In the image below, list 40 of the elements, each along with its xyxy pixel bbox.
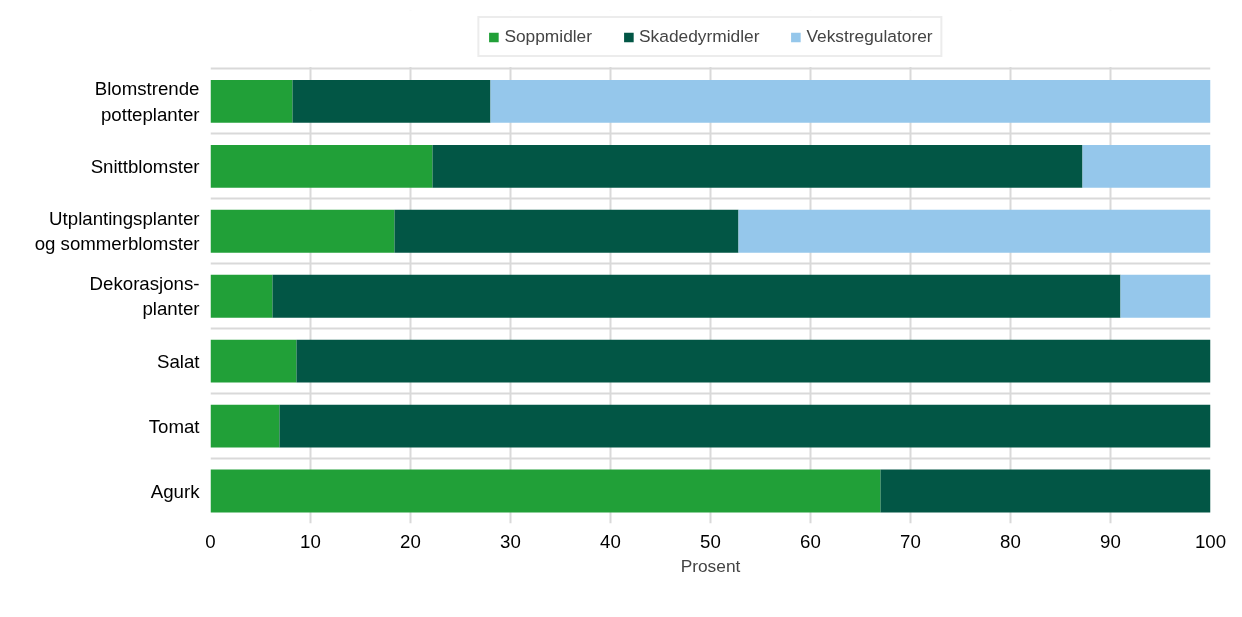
x-tick-label: 90 (1100, 530, 1121, 552)
legend-label: Soppmidler (504, 26, 593, 47)
bar (738, 209, 1211, 253)
bar (296, 339, 1211, 383)
bar (210, 79, 293, 123)
bar (279, 404, 1211, 448)
bar (432, 144, 1083, 188)
y-tick-label: Dekorasjons- planter (89, 273, 200, 320)
x-tick-label: 30 (500, 530, 521, 552)
legend-label: Vekstregulatorer (806, 26, 933, 47)
x-tick-label: 50 (700, 530, 721, 552)
bar (210, 144, 433, 188)
bar (1120, 274, 1211, 318)
bar (210, 469, 881, 513)
y-tick-label: Agurk (150, 480, 201, 502)
bar (210, 274, 273, 318)
bar (272, 274, 1121, 318)
x-tick-label: 40 (600, 530, 621, 552)
bar (490, 79, 1211, 123)
y-tick-label: Snittblomster (90, 155, 200, 177)
x-tick-label: 100 (1194, 530, 1227, 552)
y-tick-label: Utplantingsplanter og sommerblomster (34, 208, 200, 255)
y-tick-label: Tomat (148, 415, 201, 437)
bar (880, 469, 1211, 513)
bar (210, 209, 395, 253)
bar (1082, 144, 1211, 188)
x-tick-label: 70 (900, 530, 921, 552)
bar (210, 339, 297, 383)
x-axis-title: Prosent (680, 555, 741, 576)
x-tick-label: 0 (205, 530, 216, 552)
bar (292, 79, 491, 123)
x-tick-label: 20 (400, 530, 421, 552)
bar (394, 209, 739, 253)
x-tick-label: 60 (800, 530, 821, 552)
x-tick-label: 10 (300, 530, 321, 552)
legend-label: Skadedyrmidler (639, 26, 760, 47)
x-tick-label: 80 (1000, 530, 1021, 552)
bar (210, 404, 280, 448)
y-tick-label: Blomstrende potteplanter (94, 78, 200, 125)
y-tick-label: Salat (156, 350, 201, 372)
